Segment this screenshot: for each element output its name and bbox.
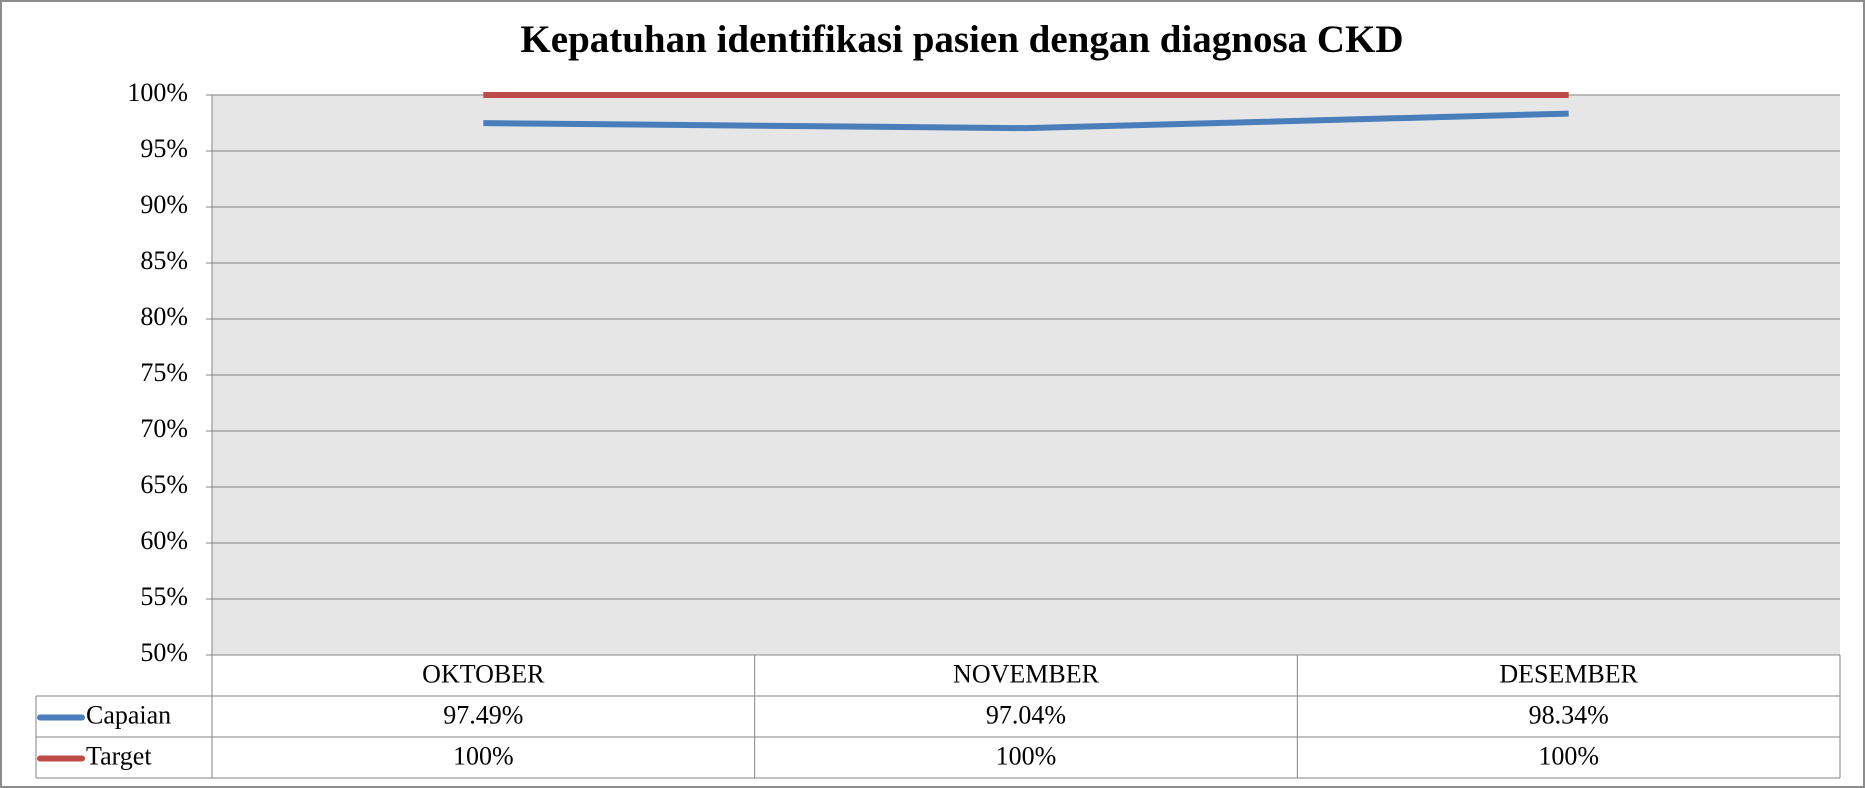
series-line	[483, 110, 1569, 132]
y-tick-label: 65%	[140, 470, 188, 499]
y-tick-label: 60%	[140, 526, 188, 555]
y-tick-label: 95%	[140, 134, 188, 163]
data-table-value: 98.34%	[1529, 700, 1609, 729]
y-tick-label: 75%	[140, 358, 188, 387]
legend-label: Target	[86, 741, 152, 770]
data-table-value: 97.49%	[443, 700, 523, 729]
legend-label: Capaian	[86, 700, 171, 729]
x-tick-label: OKTOBER	[422, 659, 545, 688]
y-tick-label: 85%	[140, 246, 188, 275]
x-tick-label: NOVEMBER	[953, 659, 1100, 688]
y-tick-label: 80%	[140, 302, 188, 331]
x-tick-label: DESEMBER	[1499, 659, 1638, 688]
y-tick-label: 50%	[140, 638, 188, 667]
y-tick-label: 70%	[140, 414, 188, 443]
y-tick-label: 100%	[127, 78, 188, 107]
y-tick-label: 90%	[140, 190, 188, 219]
y-tick-label: 55%	[140, 582, 188, 611]
data-table-value: 100%	[453, 741, 514, 770]
chart-title: Kepatuhan identifikasi pasien dengan dia…	[520, 18, 1403, 61]
data-table-value: 100%	[1538, 741, 1599, 770]
data-table-value: 97.04%	[986, 700, 1066, 729]
data-table-value: 100%	[996, 741, 1057, 770]
